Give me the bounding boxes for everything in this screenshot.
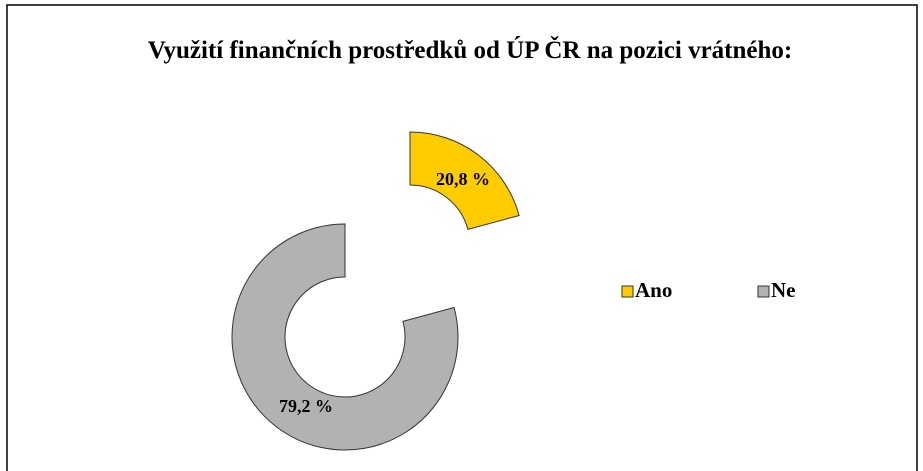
title-box: Využití finančních prostředků od ÚP ČR n… <box>147 37 793 64</box>
donut-slice <box>231 223 459 451</box>
donut-slice <box>409 131 520 230</box>
chart-border <box>6 4 918 471</box>
legend-label: Ne <box>771 278 796 302</box>
data-label: 20,8 % <box>436 169 490 189</box>
legend-label: Ano <box>635 278 672 302</box>
legend-swatch <box>757 285 770 298</box>
data-label: 79,2 % <box>279 396 333 416</box>
chart-title: Využití finančních prostředků od ÚP ČR n… <box>147 37 793 64</box>
legend-swatch <box>621 285 634 298</box>
